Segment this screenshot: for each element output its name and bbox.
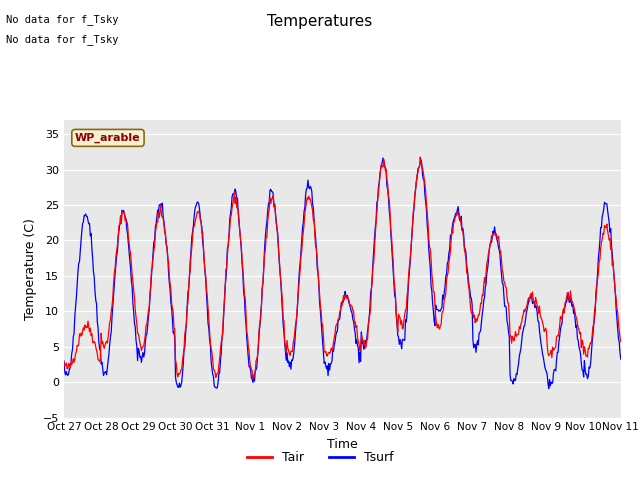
Tair: [417, 154, 424, 160]
Tair: [249, 375, 257, 381]
Legend: Tair, Tsurf: Tair, Tsurf: [242, 446, 398, 469]
Text: No data for f_Tsky: No data for f_Tsky: [6, 14, 119, 25]
Tsurf: [184, 289, 192, 295]
Tsurf: [380, 155, 387, 161]
Tair: [617, 339, 625, 345]
Tair: [428, 272, 436, 277]
Tair: [127, 261, 135, 267]
Tsurf: [411, 194, 419, 200]
Tsurf: [617, 356, 625, 362]
Tsurf: [60, 358, 68, 364]
Y-axis label: Temperature (C): Temperature (C): [24, 218, 37, 320]
Tsurf: [214, 385, 221, 391]
Tsurf: [127, 278, 135, 284]
Tair: [70, 360, 78, 365]
Line: Tair: Tair: [64, 157, 621, 378]
Line: Tsurf: Tsurf: [64, 158, 621, 388]
Tair: [411, 192, 419, 197]
Tair: [60, 360, 68, 365]
Text: No data for f_Tsky: No data for f_Tsky: [6, 34, 119, 45]
Tsurf: [545, 385, 552, 391]
Tsurf: [428, 283, 435, 288]
Text: WP_arable: WP_arable: [75, 133, 141, 143]
Tair: [214, 371, 221, 376]
Text: Temperatures: Temperatures: [268, 14, 372, 29]
X-axis label: Time: Time: [327, 438, 358, 451]
Tsurf: [70, 331, 78, 336]
Tair: [184, 300, 192, 305]
